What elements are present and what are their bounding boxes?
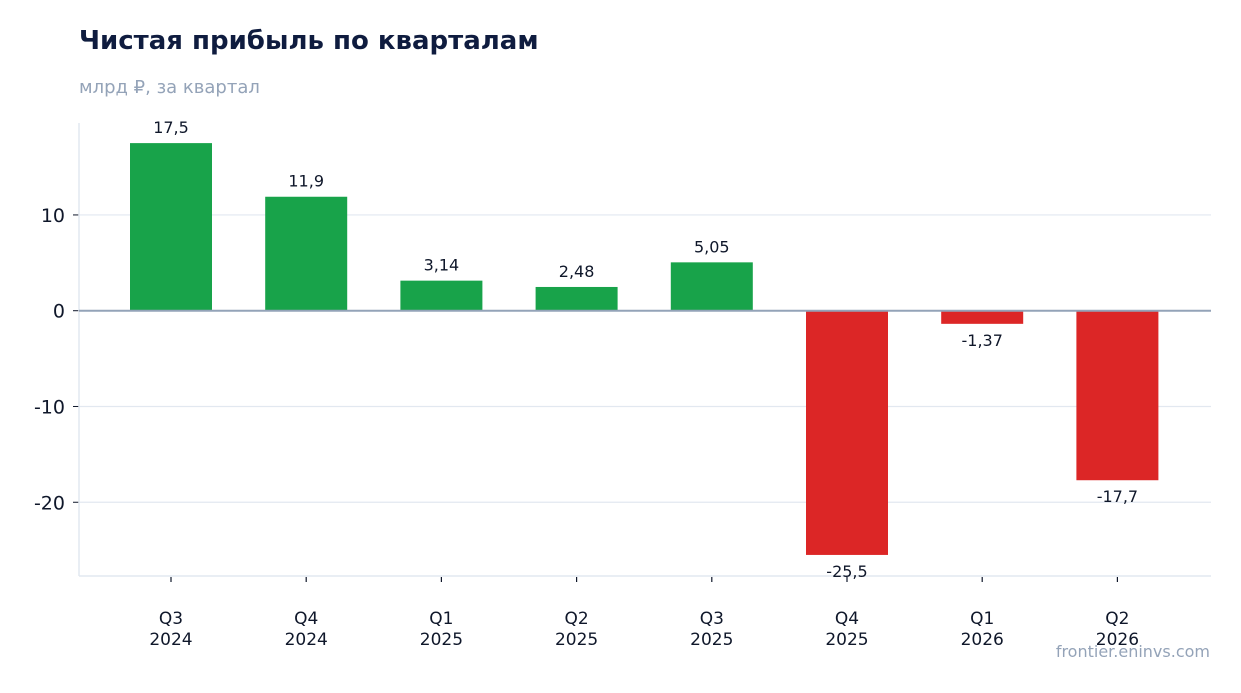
x-tick-label: Q3 2025 (690, 609, 733, 650)
bar (130, 143, 212, 311)
x-tick-label: Q2 2025 (555, 609, 598, 650)
x-tick-quarter: Q3 (159, 609, 183, 629)
data-label: 2,48 (559, 262, 595, 281)
data-label: 5,05 (694, 237, 730, 256)
x-tick-year: 2025 (420, 630, 463, 650)
data-label: -25,5 (826, 562, 867, 581)
axes (73, 123, 1211, 582)
x-tick-year: 2026 (961, 630, 1004, 650)
x-tick-quarter: Q1 (429, 609, 453, 629)
y-tick-label: 0 (53, 301, 65, 323)
bar (806, 310, 888, 555)
x-tick-quarter: Q4 (835, 609, 859, 629)
data-label: 11,9 (288, 172, 324, 191)
x-tick-year: 2025 (555, 630, 598, 650)
data-label: -1,37 (961, 331, 1002, 350)
x-tick-quarter: Q2 (564, 609, 588, 629)
x-tick-label: Q2 2026 (1096, 609, 1139, 650)
bars (130, 143, 1159, 555)
x-tick-year: 2024 (285, 630, 328, 650)
x-tick-label: Q4 2025 (825, 609, 868, 650)
x-tick-label: Q1 2026 (961, 609, 1004, 650)
x-tick-quarter: Q3 (700, 609, 724, 629)
x-tick-label: Q3 2024 (149, 609, 192, 650)
x-tick-year: 2025 (825, 630, 868, 650)
y-tick-label: -10 (34, 396, 65, 418)
data-labels: 17,5 11,9 3,14 2,48 5,05 -25,5 -1,37 -17,7 (79, 118, 1211, 581)
x-tick-label: Q4 2024 (285, 609, 328, 650)
x-tick-quarter: Q2 (1105, 609, 1129, 629)
chart-subtitle: млрд ₽, за квартал (79, 77, 260, 98)
y-tick-label: 10 (41, 205, 65, 227)
gridlines (79, 214, 1211, 503)
bar (1076, 310, 1159, 481)
x-tick-year: 2026 (1096, 630, 1139, 650)
x-tick-quarter: Q4 (294, 609, 318, 629)
data-label: 3,14 (424, 256, 460, 275)
x-tick-year: 2024 (149, 630, 192, 650)
x-tick-label: Q1 2025 (420, 609, 463, 650)
data-label: 17,5 (153, 118, 189, 137)
data-label: -17,7 (1097, 487, 1138, 506)
y-tick-label: -20 (34, 492, 65, 514)
bar (400, 280, 483, 311)
chart-title: Чистая прибыль по кварталам (79, 26, 539, 56)
x-tick-quarter: Q1 (970, 609, 994, 629)
bar (535, 286, 618, 311)
bar (670, 262, 753, 311)
bar (941, 310, 1024, 324)
bar (265, 196, 348, 311)
source-watermark: frontier.eninvs.com (1055, 642, 1210, 661)
x-tick-year: 2025 (690, 630, 733, 650)
